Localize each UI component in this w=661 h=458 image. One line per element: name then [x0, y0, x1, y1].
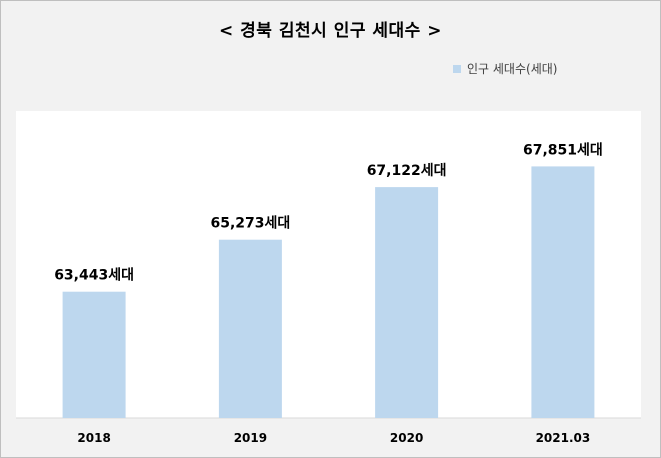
bar-2018: [62, 291, 126, 418]
data-label-2021.03: 67,851세대: [523, 142, 603, 158]
data-label-2020: 67,122세대: [367, 163, 447, 179]
bar-2019: [218, 239, 282, 418]
bar-2021.03: [531, 166, 595, 418]
data-label-2019: 65,273세대: [211, 216, 291, 232]
legend-label: 인구 세대수(세대): [467, 62, 558, 76]
chart-legend: 인구 세대수(세대): [453, 60, 557, 77]
x-tick-label-2018: 2018: [77, 431, 110, 445]
data-label-2018: 63,443세대: [54, 268, 134, 284]
chart-title: < 경북 김천시 인구 세대수 >: [219, 21, 442, 41]
x-tick-label-2019: 2019: [234, 431, 267, 445]
bar-2020: [375, 187, 439, 418]
legend-swatch: [453, 64, 461, 73]
x-tick-label-2020: 2020: [390, 431, 423, 445]
x-tick-label-2021.03: 2021.03: [536, 431, 591, 445]
